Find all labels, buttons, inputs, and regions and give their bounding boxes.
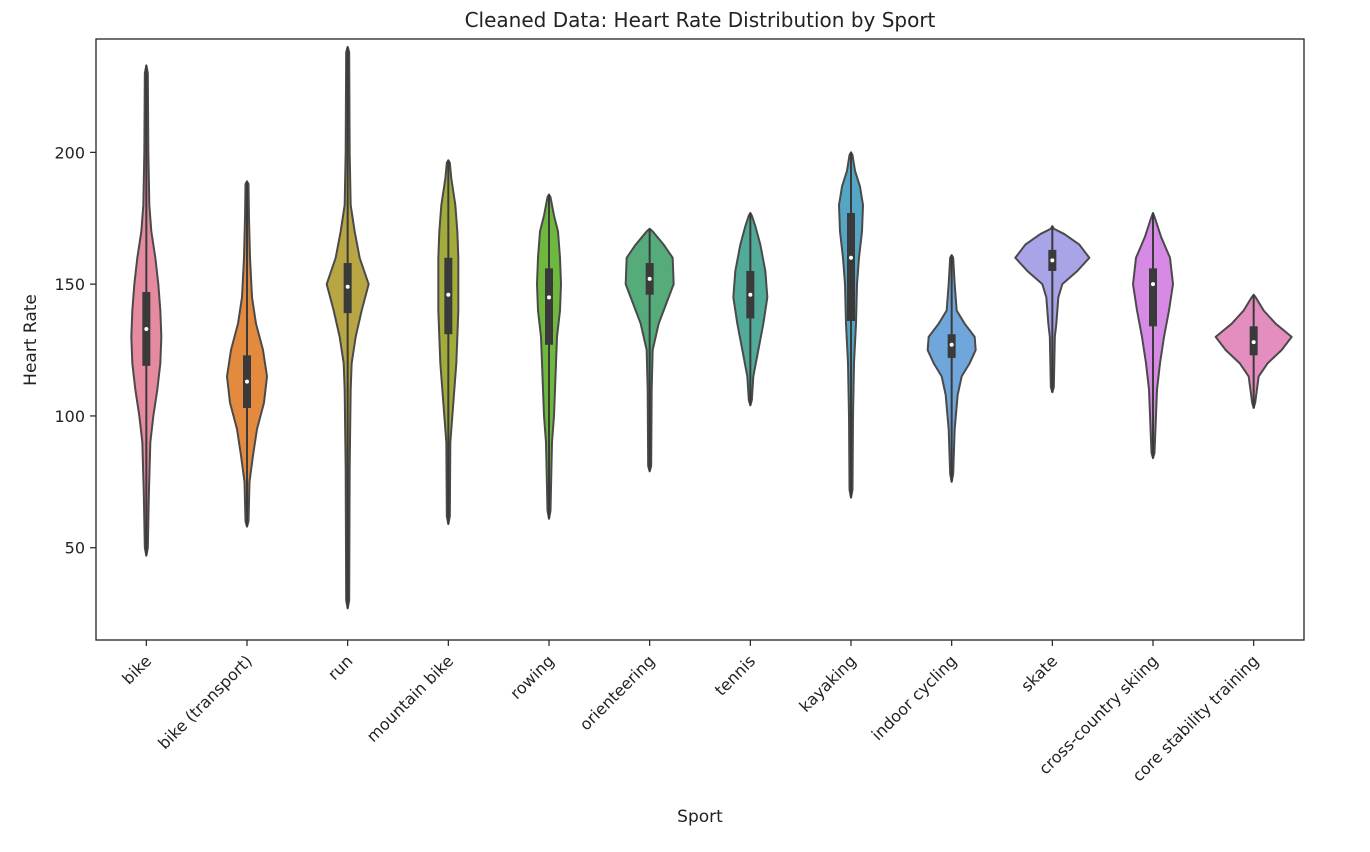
violin-median-point: [748, 292, 753, 297]
y-tick-label: 50: [65, 539, 85, 558]
x-tick-label: mountain bike: [363, 651, 457, 745]
x-tick-label: skate: [1017, 651, 1061, 695]
y-tick-label: 100: [54, 407, 85, 426]
y-tick-label: 150: [54, 275, 85, 294]
x-tick-label: rowing: [506, 651, 558, 703]
violin-median-point: [1251, 340, 1256, 345]
x-tick-label: kayaking: [795, 651, 859, 715]
violin-group: [325, 45, 370, 610]
violin-group: [926, 254, 977, 483]
y-tick-label: 200: [54, 143, 85, 162]
chart-title: Cleaned Data: Heart Rate Distribution by…: [465, 8, 936, 32]
violin-group: [130, 64, 163, 557]
violin-group: [838, 151, 864, 499]
violin-median-point: [144, 326, 149, 331]
violin-group: [1132, 211, 1174, 460]
violin-median-point: [949, 342, 954, 347]
x-tick-label: orienteering: [576, 651, 659, 734]
plot-area: [95, 38, 1305, 641]
x-tick-label: bike: [118, 651, 155, 688]
violin-median-point: [1050, 258, 1055, 263]
violin-group: [536, 193, 562, 520]
violin-group: [1014, 225, 1091, 394]
violin-median-point: [647, 276, 652, 281]
y-axis-label: Heart Rate: [21, 294, 41, 386]
x-axis: bike bike (transport) run mountain bike rowi…: [118, 640, 1262, 785]
violin-group: [226, 180, 268, 528]
x-tick-label: tennis: [711, 651, 759, 699]
violin-iqr-box: [847, 212, 855, 322]
y-axis: 50 100 150 200: [54, 143, 96, 558]
violin-median-point: [547, 295, 551, 300]
violin-group: [1214, 293, 1293, 410]
violin-median-point: [245, 379, 249, 384]
plot-frame: [95, 38, 1305, 641]
x-axis-label: Sport: [677, 807, 723, 827]
violin-group: [732, 211, 769, 407]
violin-iqr-box: [1149, 268, 1157, 327]
violin-median-point: [446, 292, 451, 297]
violin-median-point: [345, 284, 350, 289]
x-tick-label: indoor cycling: [868, 651, 961, 744]
violin-group: [437, 159, 460, 526]
violin-group: [624, 227, 675, 473]
violin-median-point: [849, 255, 853, 260]
violin-iqr-box: [545, 268, 553, 345]
violin-median-point: [1151, 282, 1155, 287]
x-tick-label: bike (transport): [154, 651, 256, 753]
x-tick-label: run: [324, 651, 356, 683]
